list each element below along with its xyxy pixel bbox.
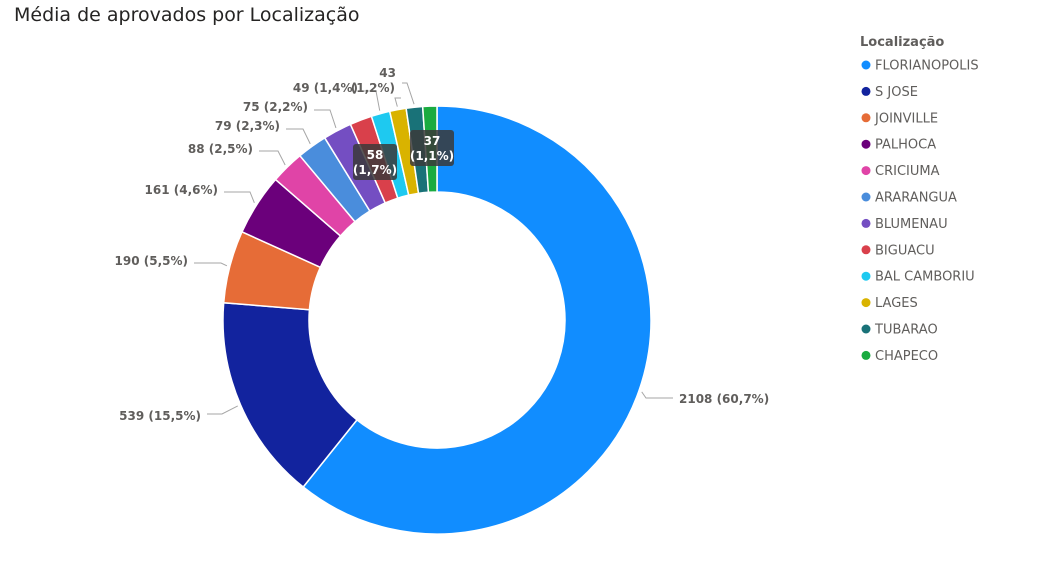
leader-criciuma [259, 150, 286, 166]
data-label-biguacu: 58(1,7%) [353, 144, 397, 180]
legend-label: CHAPECO [875, 349, 938, 364]
donut-slices [222, 105, 652, 535]
data-label-chapeco: 37(1,1%) [410, 130, 454, 166]
slice-florianopolis[interactable] [302, 105, 652, 535]
legend-marker [861, 166, 871, 176]
leader-florianopolis [641, 391, 673, 399]
data-label-criciuma: 88 (2,5%) [188, 142, 253, 156]
legend-marker [861, 192, 871, 202]
legend-item-blumenau[interactable]: BLUMENAU [861, 217, 948, 232]
data-labels: 2108 (60,7%) 539 (15,5%) 190 (5,5%) 161 (4,… [115, 66, 770, 423]
data-label-percent: (1,1%) [410, 149, 454, 163]
legend[interactable]: Localização FLORIANOPOLIS S JOSE JOINVILLE… [860, 35, 979, 364]
legend-item-bal-camboriu[interactable]: BAL CAMBORIU [861, 270, 975, 285]
legend-marker [861, 60, 871, 70]
data-label-ararangua: 79 (2,3%) [215, 119, 280, 133]
legend-label: CRICIUMA [875, 164, 940, 179]
legend-marker [861, 271, 871, 281]
legend-label: TUBARAO [874, 323, 938, 338]
legend-label: BAL CAMBORIU [875, 270, 975, 285]
leader-s-jose [207, 405, 238, 415]
legend-marker [861, 245, 871, 255]
leader-joinville [194, 262, 228, 267]
legend-marker [861, 324, 871, 334]
legend-label: BIGUACU [875, 243, 935, 258]
legend-label: S JOSE [875, 85, 918, 100]
data-label-lages: (1,2%) [351, 81, 395, 95]
data-label-blumenau: 75 (2,2%) [243, 100, 308, 114]
data-label-value: 37 [424, 134, 441, 148]
leader-ararangua [286, 128, 311, 145]
legend-item-florianopolis[interactable]: FLORIANOPOLIS [861, 59, 979, 74]
leader-blumenau [314, 109, 337, 129]
legend-label: BLUMENAU [875, 217, 948, 232]
data-label-box [410, 130, 454, 166]
legend-marker [861, 218, 871, 228]
leader-palhoca [224, 191, 255, 204]
legend-item-palhoca[interactable]: PALHOCA [861, 138, 937, 153]
leader-lages [394, 97, 401, 107]
legend-marker [861, 139, 871, 149]
legend-marker [861, 113, 871, 123]
legend-marker [861, 86, 871, 96]
legend-item-tubarao[interactable]: TUBARAO [861, 323, 938, 338]
legend-item-chapeco[interactable]: CHAPECO [861, 349, 939, 364]
label-leader-lines [194, 82, 673, 415]
leader-bal-camboriu [364, 90, 381, 111]
legend-item-joinville[interactable]: JOINVILLE [861, 111, 939, 126]
legend-marker [861, 350, 871, 360]
data-label-s-jose: 539 (15,5%) [119, 409, 201, 423]
data-label-palhoca: 161 (4,6%) [145, 183, 218, 197]
legend-label: FLORIANOPOLIS [875, 59, 979, 74]
data-label-box [353, 144, 397, 180]
legend-item-biguacu[interactable]: BIGUACU [861, 243, 935, 258]
legend-label: PALHOCA [875, 138, 936, 153]
legend-item-criciuma[interactable]: CRICIUMA [861, 164, 940, 179]
legend-item-lages[interactable]: LAGES [861, 296, 918, 311]
leader-tubarao [402, 82, 415, 105]
data-label-tubarao: 43 [379, 66, 396, 80]
legend-label: ARARANGUA [875, 191, 957, 206]
data-label-joinville: 190 (5,5%) [115, 254, 188, 268]
data-label-florianopolis: 2108 (60,7%) [679, 392, 769, 406]
data-label-bal-camboriu: 49 (1,4%) [293, 81, 358, 95]
data-label-percent: (1,7%) [353, 163, 397, 177]
legend-item-ararangua[interactable]: ARARANGUA [861, 191, 958, 206]
legend-label: JOINVILLE [874, 111, 938, 126]
legend-marker [861, 298, 871, 308]
legend-item-s-jose[interactable]: S JOSE [861, 85, 918, 100]
legend-label: LAGES [875, 296, 918, 311]
legend-title: Localização [860, 35, 944, 50]
data-label-value: 58 [367, 148, 384, 162]
chart-title: Média de aprovados por Localização [14, 4, 360, 26]
